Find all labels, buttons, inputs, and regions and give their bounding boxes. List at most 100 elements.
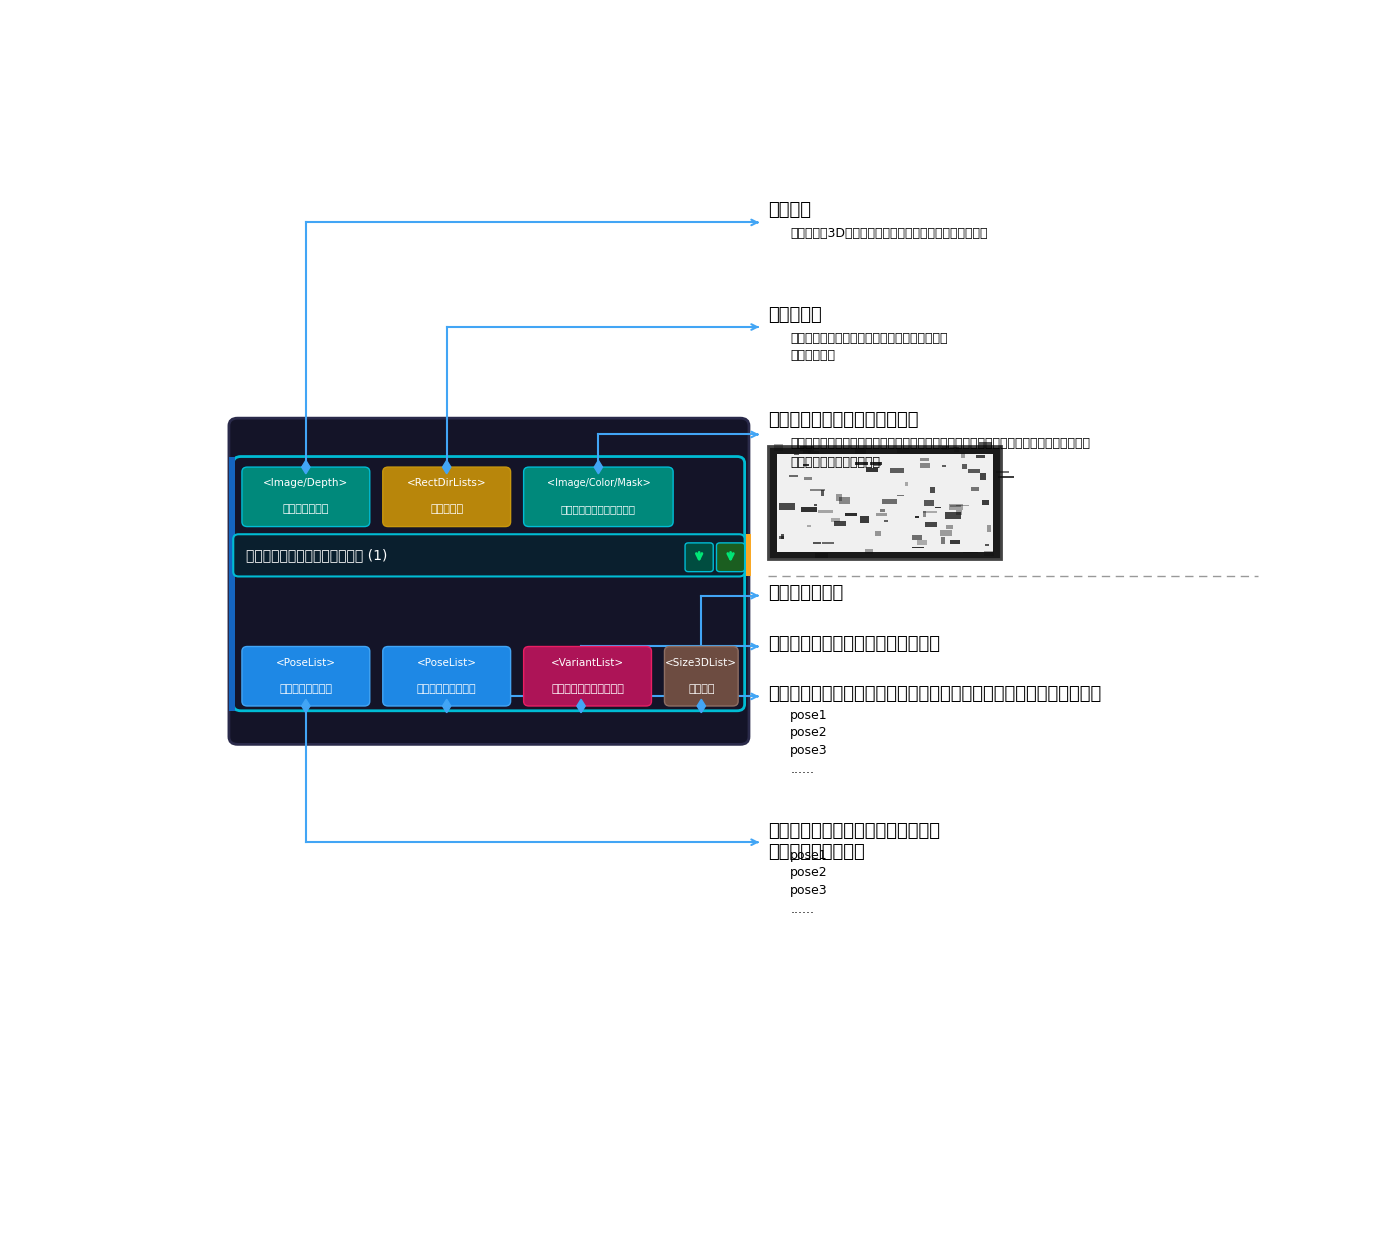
Text: 筱の寸法: 筱の寸法 xyxy=(688,684,714,694)
Bar xyxy=(986,545,990,546)
Bar xyxy=(844,513,857,516)
Bar xyxy=(916,517,918,518)
Bar xyxy=(963,552,977,553)
Bar xyxy=(930,487,935,493)
Bar xyxy=(777,454,993,552)
Text: オフセット位置姿勢のインデックス: オフセット位置姿勢のインデックス xyxy=(769,634,941,653)
Text: <PoseList>: <PoseList> xyxy=(275,658,336,668)
Bar xyxy=(860,516,870,523)
Bar xyxy=(822,542,833,545)
Bar xyxy=(814,505,816,506)
Bar xyxy=(856,462,868,465)
FancyBboxPatch shape xyxy=(383,647,510,706)
Bar xyxy=(891,468,903,472)
Bar xyxy=(877,513,888,516)
Bar xyxy=(923,511,925,517)
Text: 深度画像: 深度画像 xyxy=(769,201,811,219)
Bar xyxy=(976,455,986,459)
Bar xyxy=(949,447,959,449)
Text: <RectDirLists>: <RectDirLists> xyxy=(407,478,487,488)
Bar xyxy=(984,551,994,557)
Bar xyxy=(911,547,924,548)
Bar xyxy=(980,472,986,480)
Bar xyxy=(871,462,882,465)
FancyBboxPatch shape xyxy=(685,543,713,572)
Bar xyxy=(804,477,812,481)
FancyBboxPatch shape xyxy=(717,543,745,572)
Bar xyxy=(801,446,814,451)
FancyBboxPatch shape xyxy=(242,467,369,527)
Bar xyxy=(898,449,910,454)
Bar xyxy=(967,470,980,473)
Bar xyxy=(979,442,993,449)
Text: （長方形の3D位置姿勢を計算するために使用されます）: （長方形の3D位置姿勢を計算するために使用されます） xyxy=(790,228,987,240)
Text: のものです）: のものです） xyxy=(790,349,835,363)
Bar xyxy=(946,526,953,528)
Text: カメラ深度画像: カメラ深度画像 xyxy=(282,505,329,515)
Bar xyxy=(790,476,798,477)
Text: （通常、ステップ「重複ポリゴンを除去」から: （通常、ステップ「重複ポリゴンを除去」から xyxy=(790,331,948,345)
Text: 長方形領域の精確なマスク画像: 長方形領域の精確なマスク画像 xyxy=(769,411,918,429)
Bar xyxy=(865,468,878,471)
FancyBboxPatch shape xyxy=(524,647,651,706)
Bar xyxy=(956,510,962,516)
Bar xyxy=(818,511,833,513)
Bar xyxy=(745,535,751,577)
Polygon shape xyxy=(302,699,310,713)
Text: 長方形情報: 長方形情報 xyxy=(431,505,463,515)
Bar xyxy=(807,526,811,527)
Polygon shape xyxy=(577,699,586,713)
Text: での長方形位置姿勢: での長方形位置姿勢 xyxy=(769,842,865,861)
Bar xyxy=(769,446,1001,559)
Bar xyxy=(779,536,784,538)
Text: マッピングインデックス: マッピングインデックス xyxy=(551,684,624,694)
FancyBboxPatch shape xyxy=(524,467,674,527)
Text: オフセット位置姿勢（把持位置姿勢を生成するために使用されます）: オフセット位置姿勢（把持位置姿勢を生成するために使用されます） xyxy=(769,685,1102,704)
Bar xyxy=(830,518,840,522)
Bar xyxy=(998,476,1014,478)
FancyBboxPatch shape xyxy=(229,419,749,744)
FancyBboxPatch shape xyxy=(233,535,745,577)
Bar xyxy=(923,511,937,513)
Text: pose3: pose3 xyxy=(790,744,828,756)
Bar xyxy=(920,459,928,461)
Bar xyxy=(987,526,991,532)
FancyBboxPatch shape xyxy=(383,467,510,527)
Text: （位置姿勢の計算に対する深度ノイズの影響を減らし、目標長方形でない深度領域を除去: （位置姿勢の計算に対する深度ノイズの影響を減らし、目標長方形でない深度領域を除去 xyxy=(790,436,1090,450)
Bar xyxy=(865,549,872,553)
Bar xyxy=(995,471,1009,473)
Bar xyxy=(811,490,825,491)
Text: <Size3DList>: <Size3DList> xyxy=(665,658,737,668)
Bar xyxy=(808,451,819,455)
Bar xyxy=(879,508,885,512)
Text: 長方形の位置姿勢: 長方形の位置姿勢 xyxy=(280,684,333,694)
Bar xyxy=(822,490,825,496)
Text: 長方形の寸法と位置姿勢を計算 (1): 長方形の寸法と位置姿勢を計算 (1) xyxy=(246,548,387,562)
Bar xyxy=(882,498,898,503)
Bar xyxy=(801,507,816,512)
Text: pose3: pose3 xyxy=(790,883,828,897)
Bar xyxy=(970,487,979,491)
Bar xyxy=(911,535,923,540)
Bar xyxy=(935,507,941,508)
Bar xyxy=(941,537,945,545)
Bar xyxy=(960,454,965,457)
FancyBboxPatch shape xyxy=(664,647,738,706)
Bar xyxy=(839,496,850,503)
Bar xyxy=(854,447,867,455)
Text: pose1: pose1 xyxy=(790,850,828,862)
Polygon shape xyxy=(443,460,452,473)
Text: <VariantList>: <VariantList> xyxy=(551,658,624,668)
Bar xyxy=(779,503,795,510)
FancyBboxPatch shape xyxy=(242,647,369,706)
Bar xyxy=(773,445,783,451)
Text: 筱の実際の寸法: 筱の実際の寸法 xyxy=(769,584,844,602)
Bar xyxy=(781,535,784,540)
Bar xyxy=(939,530,952,536)
Bar xyxy=(905,482,907,486)
Bar xyxy=(835,521,846,526)
Text: pose1: pose1 xyxy=(790,709,828,723)
Text: するために使用されます）: するために使用されます） xyxy=(790,456,881,468)
Bar xyxy=(953,447,959,452)
Bar xyxy=(802,464,809,466)
